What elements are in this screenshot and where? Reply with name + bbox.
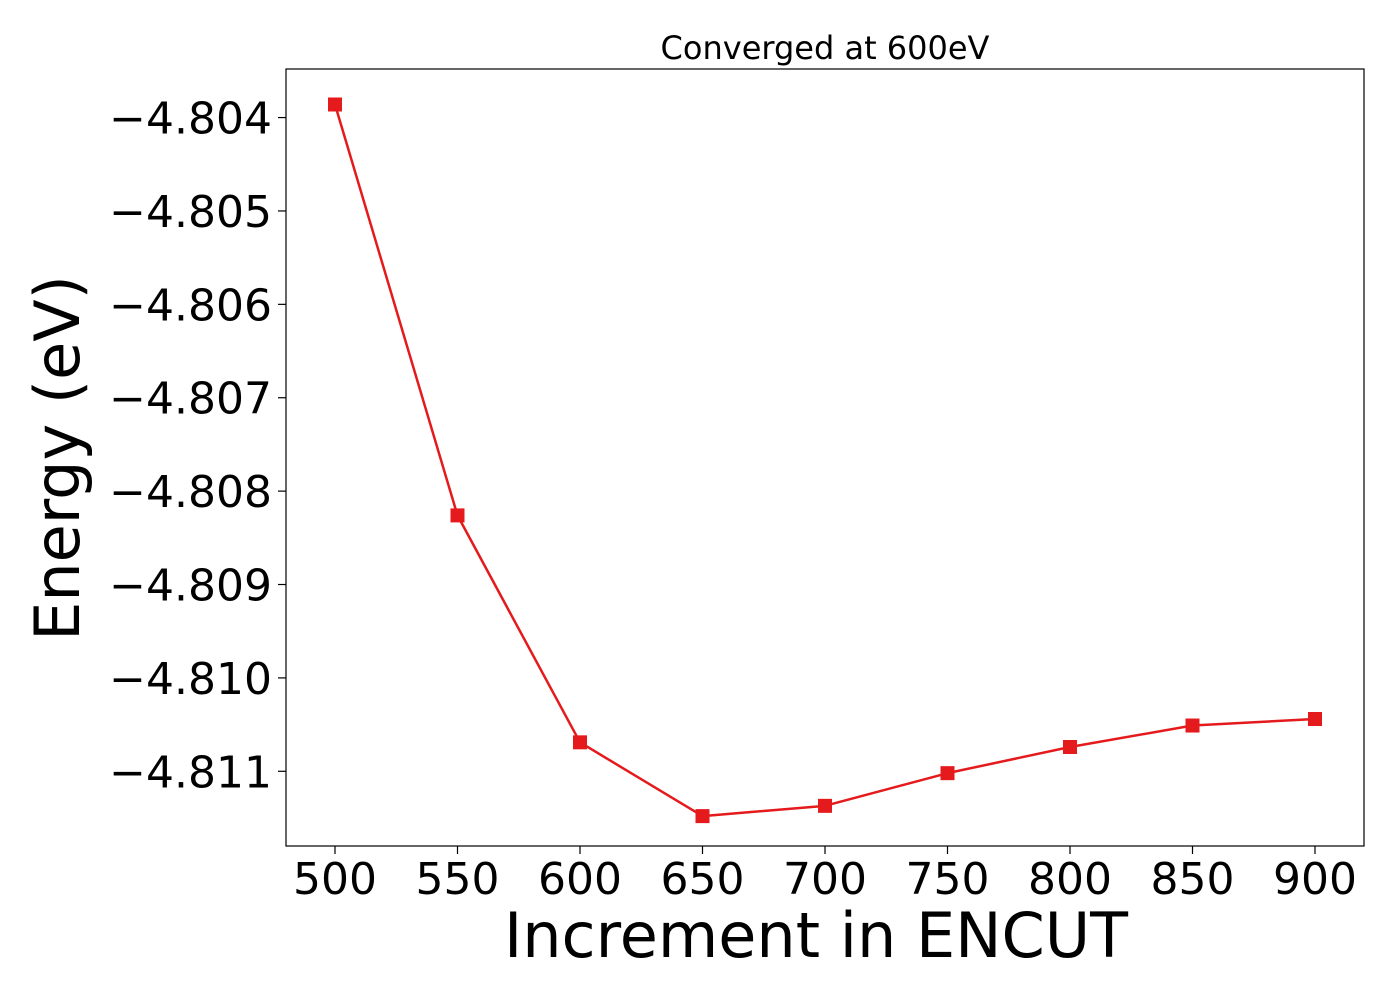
y-tick-label: −4.811 (109, 747, 272, 798)
x-tick-label: 650 (661, 854, 745, 905)
x-tick-label: 900 (1273, 854, 1357, 905)
x-axis: 500 550 600 650 700 750 800 850 900 (293, 846, 1357, 905)
data-point (1308, 711, 1322, 726)
data-point (328, 97, 342, 112)
plot-area (285, 68, 1365, 847)
series-line (333, 104, 1316, 818)
x-tick-label: 800 (1028, 854, 1112, 905)
series-layer (328, 97, 1322, 824)
data-point (695, 809, 710, 824)
x-tick-label: 700 (783, 854, 867, 905)
data-point (1185, 718, 1200, 733)
x-axis-label: Increment in ENCUT (504, 899, 1129, 972)
y-axis: −4.804 −4.805 −4.806 −4.807 −4.808 −4.809 −4.8… (109, 94, 286, 798)
y-tick-label: −4.805 (109, 187, 272, 238)
data-point (818, 798, 832, 813)
y-tick-label: −4.810 (109, 654, 272, 705)
x-tick-label: 600 (538, 854, 622, 905)
y-tick-label: −4.807 (109, 374, 272, 425)
x-tick-label: 550 (416, 854, 500, 905)
y-axis-label: Energy (eV) (21, 275, 94, 641)
data-point (940, 766, 955, 781)
x-tick-label: 750 (906, 854, 990, 905)
y-tick-label: −4.808 (109, 467, 272, 518)
data-point (450, 508, 465, 523)
y-tick-label: −4.806 (109, 280, 272, 331)
y-tick-label: −4.804 (109, 94, 272, 145)
chart-title: Converged at 600eV (661, 29, 990, 67)
x-tick-label: 500 (293, 854, 377, 905)
data-point (1063, 740, 1077, 755)
x-tick-label: 850 (1151, 854, 1235, 905)
y-tick-label: −4.809 (109, 561, 272, 612)
data-point (573, 735, 587, 750)
